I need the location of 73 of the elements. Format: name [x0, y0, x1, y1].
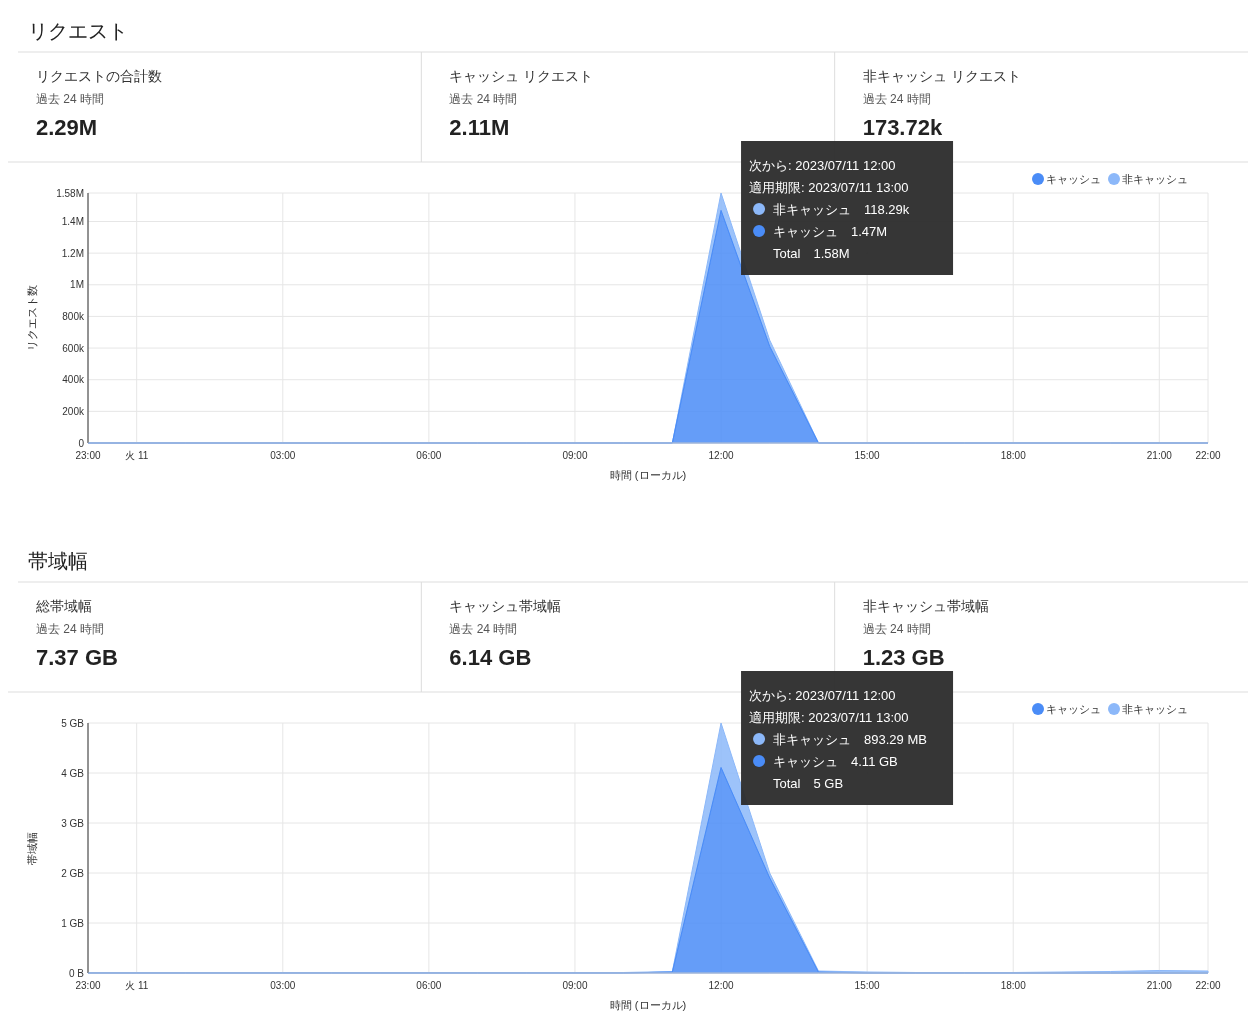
x-axis-title: 時間 (ローカル) — [609, 469, 687, 481]
y-tick-label: 1 GB — [61, 917, 85, 929]
x-tick-label: 22:00 — [1195, 980, 1221, 991]
legend-label: 非キャッシュ — [1122, 172, 1188, 185]
text: 過去 24 時間 — [36, 622, 105, 636]
y-tick-label: 200k — [62, 405, 85, 417]
category-label: 非キャッシュ帯域幅 — [862, 598, 989, 614]
x-tick-label: 09:00 — [562, 980, 588, 991]
x-tick-label: 12:00 — [708, 450, 734, 461]
y-tick-label: 3 GB — [61, 817, 85, 829]
legend-label: キャッシュ — [1046, 702, 1101, 715]
y-tick-label: 2 GB — [61, 867, 85, 879]
text: 2.11M — [449, 115, 510, 140]
text: 次から: 2023/07/11 12:00 — [749, 157, 896, 173]
x-tick-label: 火 11 — [125, 450, 149, 461]
text: 1.23 GB — [862, 645, 945, 670]
y-tick-label: 0 B — [68, 967, 85, 979]
y-tick-label: 4 GB — [61, 767, 85, 779]
annotation: 非キャッシュ 893.29 MB — [773, 731, 927, 747]
text: 過去 24 時間 — [449, 622, 518, 636]
y-tick-label: 5 GB — [61, 717, 85, 729]
y-tick-label: 1.4M — [61, 215, 84, 227]
text: 過去 24 時間 — [449, 92, 518, 106]
x-tick-label: 03:00 — [270, 980, 296, 991]
category-label: 非キャッシュ リクエスト — [862, 68, 1021, 84]
text: リクエスト — [28, 20, 128, 42]
y-tick-label: 400k — [62, 374, 85, 386]
annotation: キャッシュ 1.47M — [773, 223, 888, 239]
annotation: Total 5 GB — [773, 775, 844, 791]
x-tick-label: 火 11 — [125, 980, 149, 991]
annotation: 非キャッシュ 118.29k — [773, 201, 910, 217]
text: 7.37 GB — [36, 645, 118, 670]
x-axis-title: 時間 (ローカル) — [609, 999, 687, 1011]
y-axis-title: 帯域幅 — [26, 831, 38, 865]
annotation: 適用期限: 2023/07/11 13:00 — [749, 709, 909, 725]
legend-label: キャッシュ — [1046, 172, 1101, 185]
x-tick-label: 23:00 — [75, 980, 101, 991]
x-tick-label: 15:00 — [854, 450, 881, 461]
text: 2.29M — [36, 115, 98, 140]
legend-label: 非キャッシュ — [1122, 702, 1188, 715]
y-axis-title: リクエスト数 — [26, 285, 38, 351]
annotation: キャッシュ 4.11 GB — [773, 753, 898, 769]
x-tick-label: 12:00 — [708, 980, 734, 991]
text: 過去 24 時間 — [36, 92, 105, 106]
x-tick-label: 21:00 — [1146, 980, 1173, 991]
y-tick-label: 1.58M — [56, 187, 84, 199]
x-tick-label: 18:00 — [1000, 450, 1027, 461]
text: 6.14 GB — [449, 645, 532, 670]
text: 過去 24 時間 — [862, 92, 931, 106]
x-tick-label: 06:00 — [416, 450, 442, 461]
y-tick-label: 0 — [78, 437, 85, 449]
category-label: 総帯域幅 — [35, 598, 92, 614]
y-tick-label: 1.2M — [61, 247, 84, 259]
y-tick-label: 800k — [62, 310, 85, 322]
x-tick-label: 09:00 — [562, 450, 588, 461]
text: 173.72k — [862, 115, 943, 140]
y-tick-label: 1M — [70, 279, 84, 291]
annotation: Total 1.58M — [773, 245, 850, 261]
category-label: キャッシュ リクエスト — [449, 68, 594, 84]
x-tick-label: 23:00 — [75, 450, 101, 461]
category-label: リクエストの合計数 — [36, 68, 162, 84]
annotation: 適用期限: 2023/07/11 13:00 — [749, 179, 909, 195]
x-tick-label: 18:00 — [1000, 980, 1027, 991]
text: 過去 24 時間 — [862, 622, 931, 636]
y-tick-label: 600k — [62, 342, 85, 354]
x-tick-label: 15:00 — [854, 980, 881, 991]
x-tick-label: 06:00 — [416, 980, 442, 991]
text: 次から: 2023/07/11 12:00 — [749, 687, 896, 703]
x-tick-label: 22:00 — [1195, 450, 1221, 461]
x-tick-label: 21:00 — [1146, 450, 1173, 461]
x-tick-label: 03:00 — [270, 450, 296, 461]
category-label: キャッシュ帯域幅 — [449, 598, 562, 614]
text: 帯域幅 — [28, 550, 88, 572]
